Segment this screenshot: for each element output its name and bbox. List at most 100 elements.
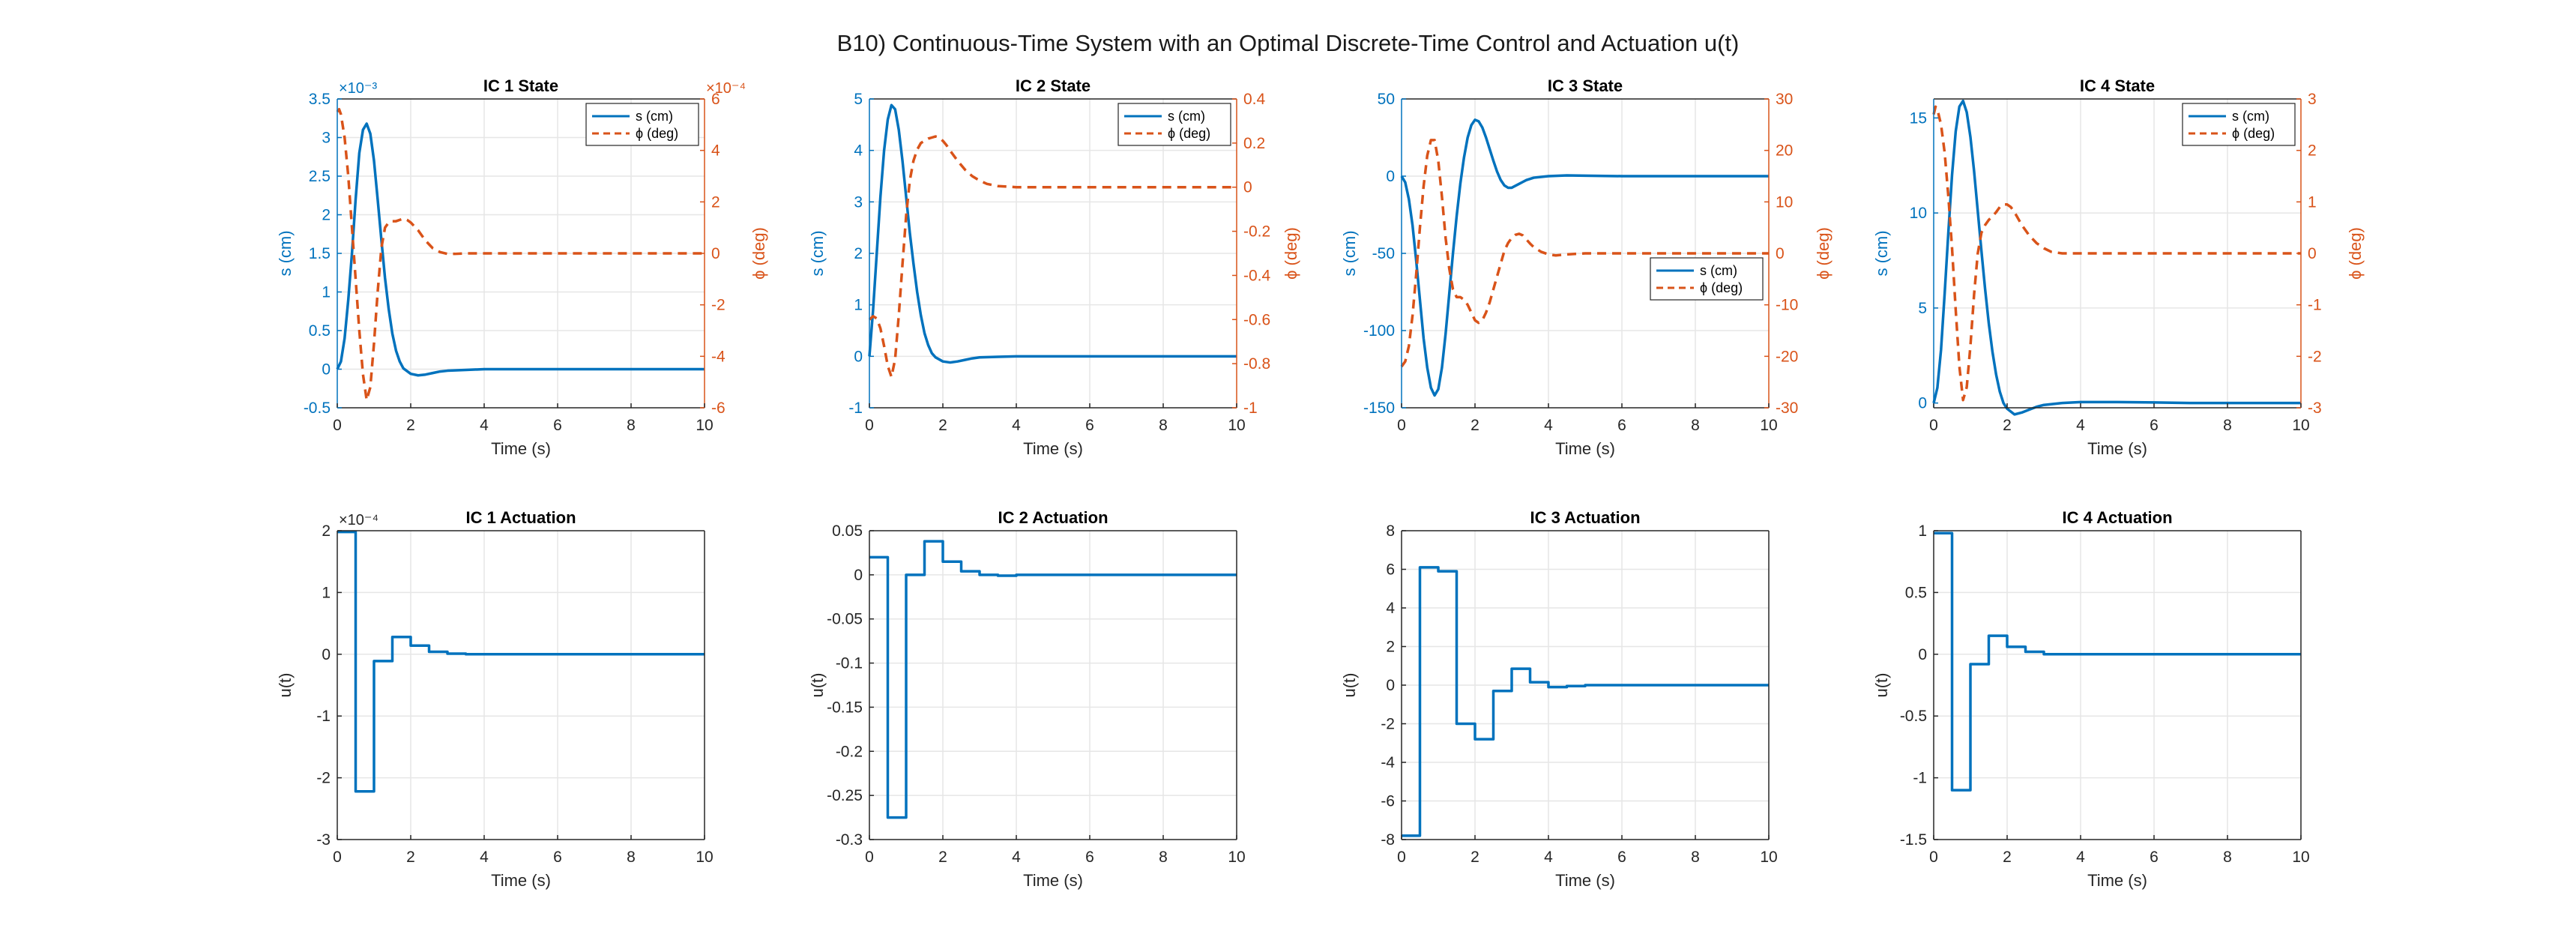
chart-2-y-tick-label: 3 (854, 193, 863, 211)
chart-1-legend-label-2: ϕ (deg) (636, 126, 678, 141)
chart-5-x-label: Time (s) (491, 871, 551, 890)
chart-3-x-tick-label: 2 (1471, 417, 1479, 434)
chart-3-y-tick-label: 0 (1386, 168, 1395, 185)
chart-1-y-tick-label: 3 (322, 130, 331, 147)
chart-8-y-tick-label: -1 (1913, 770, 1927, 787)
chart-2-legend-label-2: ϕ (deg) (1168, 126, 1210, 141)
chart-3-x-tick-label: 10 (1760, 417, 1777, 434)
chart-3-series-2-line (1400, 139, 1769, 368)
chart-6-x-tick-label: 4 (1012, 849, 1021, 866)
chart-7-y-tick-label: -4 (1381, 754, 1395, 771)
chart-6-x-tick-label: 0 (865, 849, 874, 866)
chart-1-y-tick-label: 1.5 (309, 245, 331, 262)
chart-2-series-2-line (868, 135, 1237, 379)
chart-3-y-tick-label: -50 (1372, 245, 1395, 262)
chart-2-series-1-line (868, 103, 1237, 364)
chart-3-y-tick-label: 50 (1378, 91, 1395, 108)
chart-2-y-right-tick-label: 0 (1243, 179, 1252, 196)
chart-1-y-tick-label: -0.5 (304, 400, 331, 417)
chart-1-y-tick-label: 0 (322, 361, 331, 379)
chart-4-y-tick-label: 5 (1918, 300, 1927, 317)
chart-3-y-right-tick-label: 0 (1776, 245, 1785, 262)
chart-1-legend (585, 103, 699, 146)
chart-2-x-tick-label: 8 (1159, 417, 1168, 434)
chart-7-y-tick-label: -6 (1381, 793, 1395, 810)
chart-1-x-tick-label: 4 (480, 417, 489, 434)
chart-2-y-tick-label: 4 (854, 142, 863, 160)
chart-8-title: IC 4 Actuation (2062, 508, 2172, 527)
chart-6-y-tick-label: -0.05 (827, 611, 863, 628)
chart-6-x-label: Time (s) (1023, 871, 1083, 890)
chart-7-y-tick-label: 2 (1386, 639, 1395, 656)
chart-2-y-tick-label: 5 (854, 91, 863, 108)
chart-4-y-tick-label: 15 (1910, 109, 1927, 127)
chart-6-x-tick-label: 8 (1159, 849, 1168, 866)
chart-5-y-tick-label: -2 (316, 770, 331, 787)
chart-7-title: IC 3 Actuation (1530, 508, 1640, 527)
chart-3-y-right-tick-label: -30 (1776, 400, 1798, 417)
chart-1-y-tick-label: 0.5 (309, 322, 331, 340)
chart-2-y-right-label: ϕ (deg) (1282, 227, 1300, 280)
chart-1-x-label: Time (s) (491, 439, 551, 458)
chart-7-y-tick-label: 4 (1386, 600, 1395, 617)
chart-2-y-right-tick-label: -0.2 (1243, 223, 1270, 241)
chart-5-x-tick-label: 8 (627, 849, 636, 866)
chart-8-x-tick-label: 4 (2076, 849, 2085, 866)
chart-1-x-tick-label: 10 (696, 417, 713, 434)
chart-6-x-tick-label: 10 (1228, 849, 1245, 866)
chart-3-x-tick-label: 6 (1617, 417, 1626, 434)
chart-6-y-tick-label: -0.1 (836, 655, 863, 672)
chart-2-y-tick-label: 1 (854, 297, 863, 314)
chart-1-x-tick-label: 8 (627, 417, 636, 434)
chart-5-x-tick-label: 4 (480, 849, 489, 866)
chart-8-x-tick-label: 6 (2150, 849, 2159, 866)
chart-1-y-right-label: ϕ (deg) (749, 227, 768, 280)
chart-1-x-tick-label: 6 (553, 417, 562, 434)
chart-5-y-tick-label: 0 (322, 646, 331, 663)
chart-5-y-tick-label: -3 (316, 831, 331, 849)
chart-4-y-right-tick-label: 3 (2308, 91, 2317, 108)
chart-4-y-label: s (cm) (1872, 230, 1891, 276)
chart-7-y-tick-label: 8 (1386, 522, 1395, 540)
chart-4-x-tick-label: 10 (2292, 417, 2309, 434)
chart-2-x-label: Time (s) (1023, 439, 1083, 458)
chart-8-y-label: u(t) (1872, 673, 1891, 698)
chart-3-y-tick-label: -100 (1363, 322, 1395, 340)
chart-8-y-tick-label: -0.5 (1900, 708, 1927, 725)
chart-8-y-tick-label: -1.5 (1900, 831, 1927, 849)
chart-2-x-tick-label: 0 (865, 417, 874, 434)
chart-1-legend-label-1: s (cm) (636, 109, 673, 124)
chart-3-x-label: Time (s) (1555, 439, 1615, 458)
chart-4-x-tick-label: 6 (2150, 417, 2159, 434)
chart-5-y-tick-label: 1 (322, 584, 331, 601)
chart-6-x-tick-label: 6 (1085, 849, 1094, 866)
chart-7-y-tick-label: -8 (1381, 831, 1395, 849)
chart-2-title: IC 2 State (1016, 76, 1091, 95)
chart-2-x-tick-label: 10 (1228, 417, 1245, 434)
chart-4-y-tick-label: 10 (1910, 205, 1927, 222)
chart-6-y-tick-label: -0.15 (827, 699, 863, 716)
chart-6-series-1-line (869, 540, 1237, 819)
chart-3-y-right-label: ϕ (deg) (1814, 227, 1833, 280)
chart-8-x-tick-label: 8 (2223, 849, 2232, 866)
chart-3-y-label: s (cm) (1340, 230, 1359, 276)
chart-4-y-right-label: ϕ (deg) (2346, 227, 2365, 280)
chart-4-x-tick-label: 8 (2223, 417, 2232, 434)
chart-3-title: IC 3 State (1548, 76, 1623, 95)
chart-5-y-tick-label: 2 (322, 522, 331, 540)
chart-5-x-tick-label: 6 (553, 849, 562, 866)
chart-1-x-tick-label: 2 (406, 417, 415, 434)
chart-7-x-tick-label: 10 (1760, 849, 1777, 866)
chart-8-y-tick-label: 0.5 (1905, 584, 1927, 601)
chart-7-x-tick-label: 6 (1617, 849, 1626, 866)
chart-8-x-tick-label: 0 (1929, 849, 1938, 866)
chart-6-y-tick-label: -0.3 (836, 831, 863, 849)
chart-7-y-label: u(t) (1340, 673, 1359, 698)
chart-7-y-tick-label: 0 (1386, 677, 1395, 694)
chart-1-y-tick-label: 2.5 (309, 168, 331, 185)
chart-7-x-label: Time (s) (1555, 871, 1615, 890)
chart-2-y-right-tick-label: -1 (1243, 400, 1258, 417)
chart-7-y-tick-label: -2 (1381, 716, 1395, 733)
chart-3-legend (1650, 257, 1764, 301)
chart-4-y-right-tick-label: 1 (2308, 193, 2317, 211)
